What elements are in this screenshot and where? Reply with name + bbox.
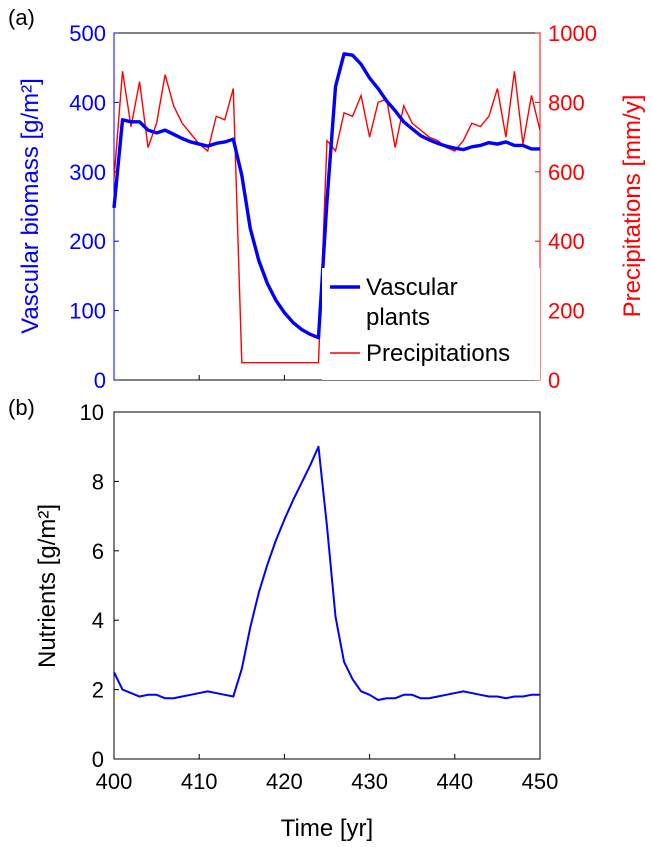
panel-b-y-ticks: 0 2 4 6 8 10 <box>80 400 119 772</box>
panel-b-y-tick-label: 4 <box>92 608 104 633</box>
panel-a-label: (a) <box>8 5 35 30</box>
legend-label-precipitations: Precipitations <box>366 340 510 367</box>
panel-a-right-y-tick-label: 400 <box>548 229 585 254</box>
panel-b-x-tick-label: 400 <box>96 769 133 794</box>
panel-a-left-y-ticks: 0 100 200 300 400 500 <box>69 21 119 393</box>
series-line-nutrients <box>113 445 540 702</box>
panel-a: (a) 0 100 200 300 400 500 0 200 400 600 800 1000 V… <box>8 5 646 393</box>
panel-b-label: (b) <box>8 395 35 420</box>
series-line-vascular-plants <box>112 52 540 340</box>
panel-b: (b) 400 410 420 430 440 450 0 2 4 6 8 10 Nutrients… <box>8 395 558 842</box>
panel-b-plot-area <box>113 411 541 760</box>
panel-a-left-y-axis-title: Vascular biomass [g/m²] <box>17 78 44 334</box>
panel-a-left-y-tick-label: 300 <box>69 160 106 185</box>
panel-a-right-y-tick-label: 0 <box>548 368 560 393</box>
panel-b-y-tick-label: 10 <box>80 400 104 425</box>
legend: Vascular plants Precipitations <box>322 268 540 380</box>
panel-a-left-y-tick-label: 100 <box>69 299 106 324</box>
panel-b-x-axis-title: Time [yr] <box>281 815 373 842</box>
panel-b-y-tick-label: 6 <box>92 539 104 564</box>
panel-a-right-y-axis-title: Precipitations [mm/y] <box>619 95 646 318</box>
panel-b-y-axis-title: Nutrients [g/m²] <box>34 504 61 668</box>
panel-b-x-tick-label: 420 <box>266 769 303 794</box>
panel-a-right-y-tick-label: 200 <box>548 299 585 324</box>
panel-a-right-y-tick-label: 1000 <box>548 21 597 46</box>
panel-a-left-y-tick-label: 400 <box>69 90 106 115</box>
panel-b-x-tick-label: 440 <box>436 769 473 794</box>
panel-b-y-tick-label: 2 <box>92 678 104 703</box>
panel-b-y-tick-label: 8 <box>92 469 104 494</box>
panel-a-left-y-tick-label: 0 <box>94 368 106 393</box>
panel-a-right-y-ticks: 0 200 400 600 800 1000 <box>535 21 597 393</box>
panel-a-right-y-tick-label: 800 <box>548 90 585 115</box>
legend-label-vascular-plants-line-2: plants <box>366 304 430 331</box>
panel-b-x-tick-label: 430 <box>351 769 388 794</box>
panel-b-x-tick-label: 410 <box>181 769 218 794</box>
series-line-precipitations <box>113 71 541 364</box>
panel-b-x-tick-label: 450 <box>522 769 559 794</box>
legend-label-vascular-plants-line-1: Vascular <box>366 274 458 301</box>
panel-a-left-y-tick-label: 500 <box>69 21 106 46</box>
panel-a-right-y-tick-label: 600 <box>548 160 585 185</box>
panel-a-left-y-tick-label: 200 <box>69 229 106 254</box>
panel-b-y-tick-label: 0 <box>92 747 104 772</box>
legend-label-vascular-plants: Vascular plants <box>366 274 464 331</box>
panel-b-x-ticks: 400 410 420 430 440 450 <box>96 754 559 794</box>
